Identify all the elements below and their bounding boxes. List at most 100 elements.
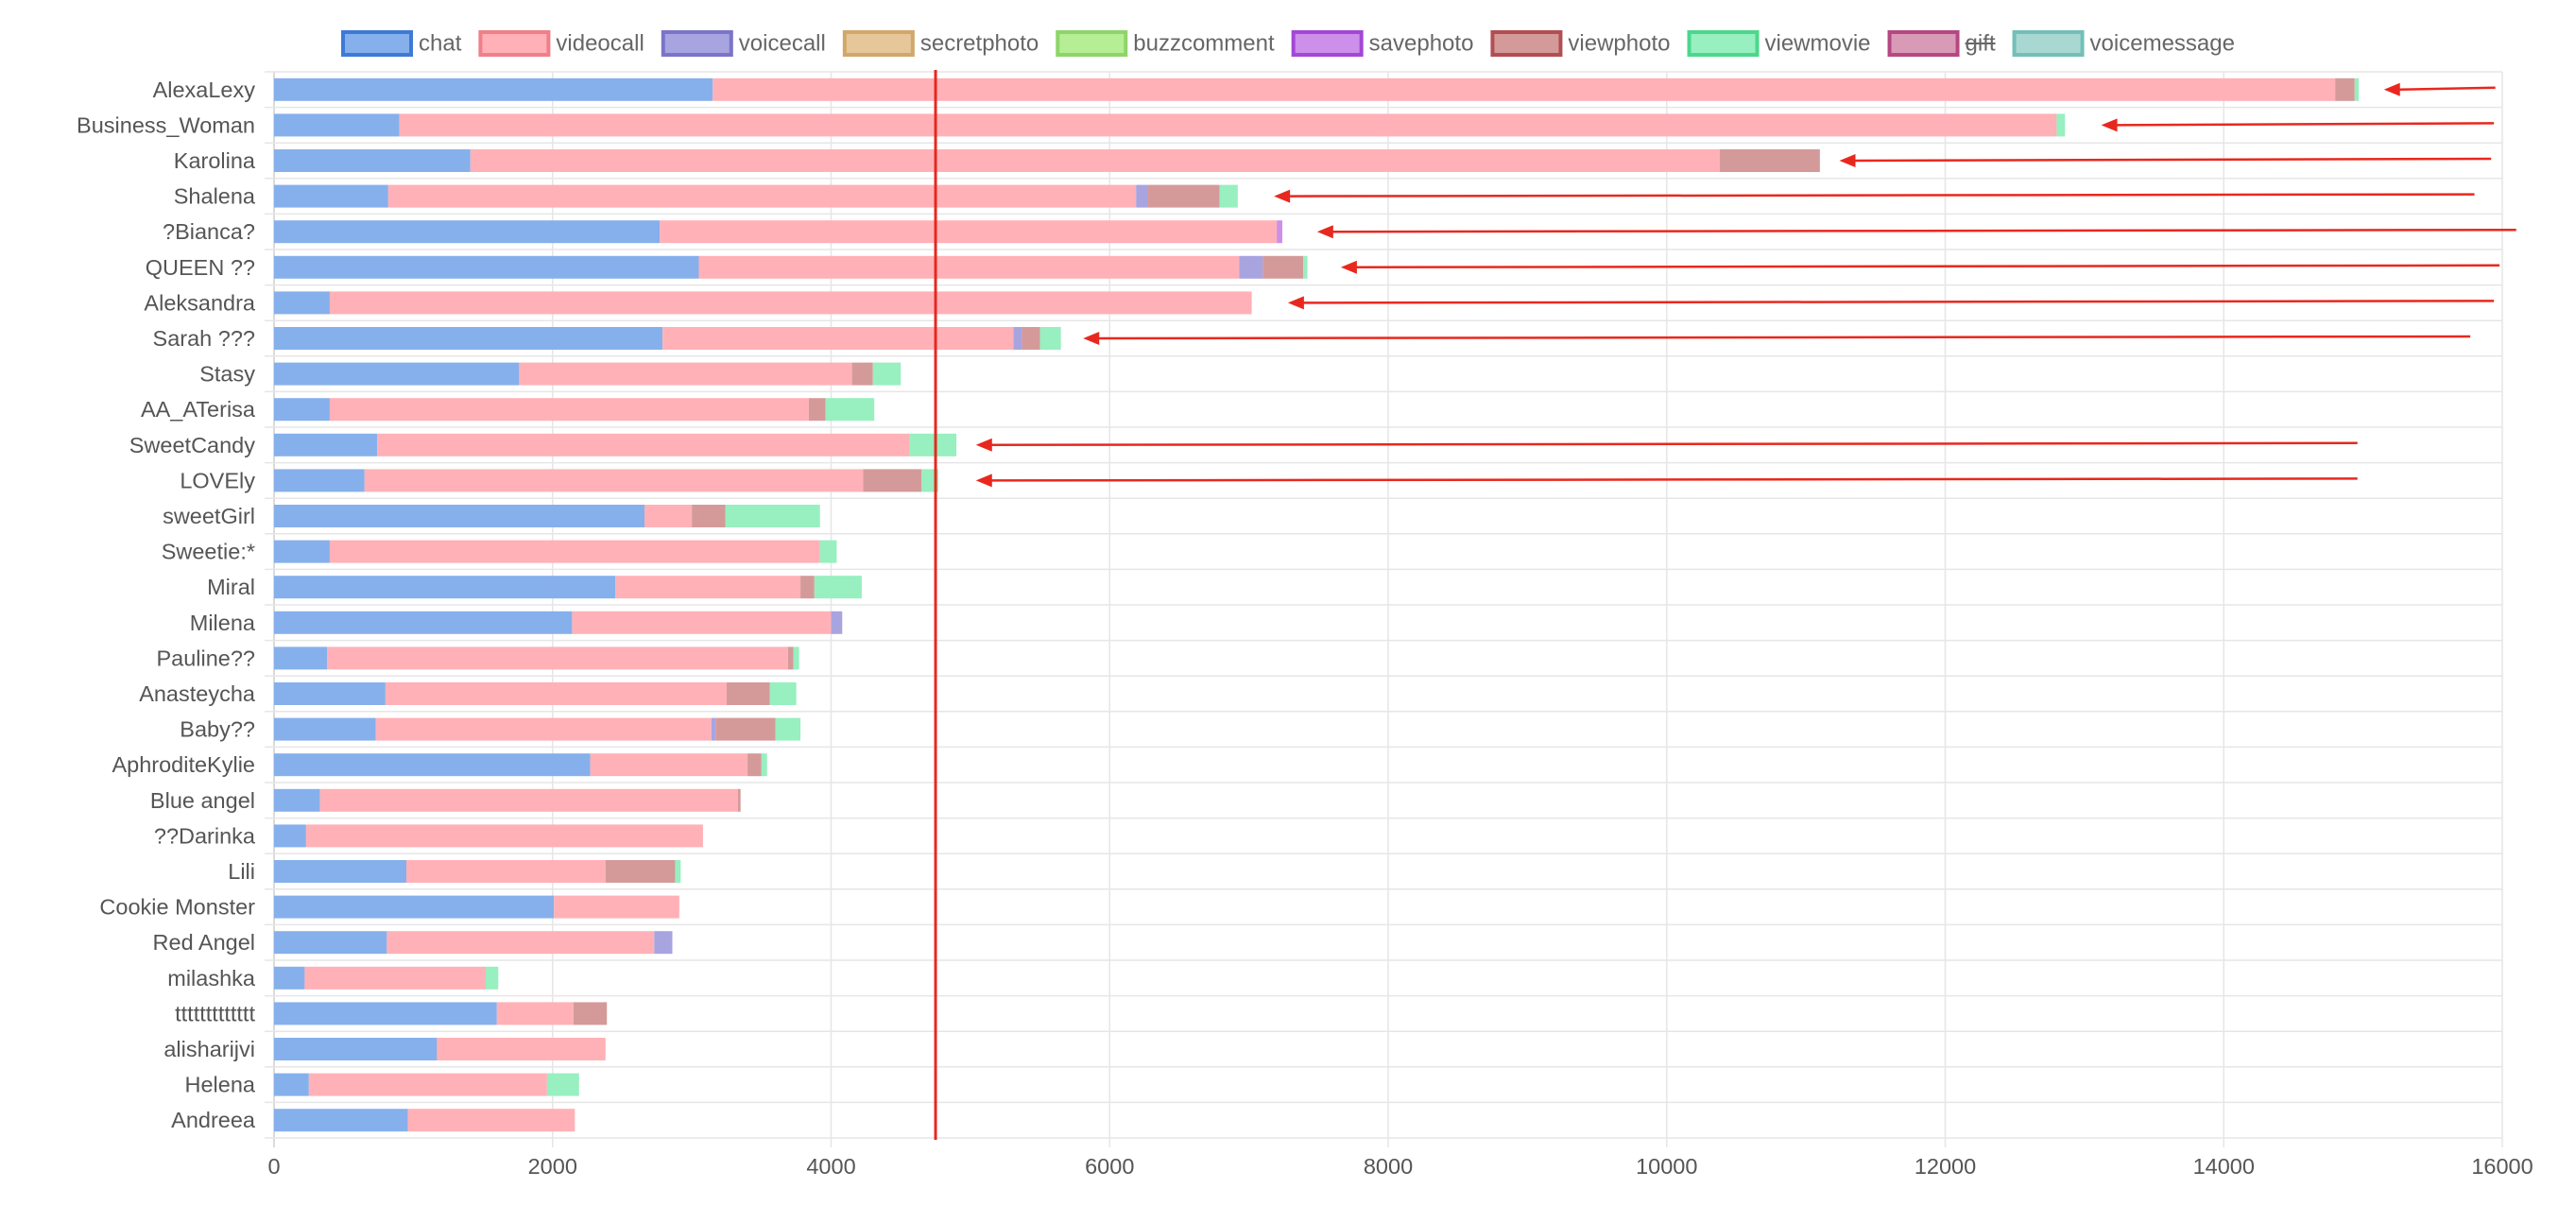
legend-item-buzzcomment[interactable]: buzzcomment: [1056, 30, 1275, 57]
legend-item-viewmovie[interactable]: viewmovie: [1687, 30, 1871, 57]
legend-item-viewphoto[interactable]: viewphoto: [1490, 30, 1671, 57]
bar-segment-videocall[interactable]: [496, 1002, 574, 1025]
bar-segment-viewphoto[interactable]: [573, 1002, 608, 1025]
legend-item-savephoto[interactable]: savephoto: [1291, 30, 1474, 57]
legend-item-videocall[interactable]: videocall: [478, 30, 644, 57]
bar-segment-viewphoto[interactable]: [1147, 184, 1220, 208]
bar-segment-videocall[interactable]: [308, 1073, 547, 1096]
bar-segment-viewphoto[interactable]: [800, 576, 815, 599]
bar-segment-viewphoto[interactable]: [1262, 255, 1304, 279]
bar-segment-videocall[interactable]: [329, 291, 1252, 315]
bar-segment-voicecall[interactable]: [1013, 327, 1022, 350]
bar-segment-videocall[interactable]: [385, 682, 727, 705]
bar-segment-videocall[interactable]: [406, 860, 606, 883]
legend-item-chat[interactable]: chat: [341, 30, 462, 57]
bar-segment-viewmovie[interactable]: [761, 753, 767, 777]
bar-segment-viewmovie[interactable]: [769, 682, 797, 705]
bar-segment-voicecall[interactable]: [831, 611, 843, 634]
bar-segment-viewphoto[interactable]: [605, 860, 676, 883]
bar-segment-viewphoto[interactable]: [863, 469, 922, 492]
bar-segment-videocall[interactable]: [660, 220, 1278, 244]
bar-segment-chat[interactable]: [274, 753, 591, 777]
bar-segment-viewmovie[interactable]: [793, 646, 799, 670]
bar-segment-chat[interactable]: [274, 824, 306, 848]
bar-segment-videocall[interactable]: [713, 78, 2336, 101]
bar-segment-chat[interactable]: [274, 860, 407, 883]
bar-segment-chat[interactable]: [274, 469, 365, 492]
bar-segment-videocall[interactable]: [590, 753, 748, 777]
bar-segment-chat[interactable]: [274, 1073, 309, 1096]
bar-segment-chat[interactable]: [274, 255, 699, 279]
bar-segment-videocall[interactable]: [304, 966, 487, 990]
bar-segment-viewmovie[interactable]: [775, 717, 801, 741]
bar-segment-viewmovie[interactable]: [819, 540, 837, 563]
bar-segment-chat[interactable]: [274, 540, 330, 563]
bar-segment-chat[interactable]: [274, 1038, 438, 1060]
bar-segment-voicecall[interactable]: [654, 931, 673, 955]
bar-segment-videocall[interactable]: [662, 327, 1014, 350]
bar-segment-viewmovie[interactable]: [814, 576, 862, 599]
bar-segment-videocall[interactable]: [470, 149, 1720, 172]
bar-segment-voicecall[interactable]: [1239, 255, 1263, 279]
bar-segment-savephoto[interactable]: [1277, 220, 1282, 244]
bar-segment-videocall[interactable]: [386, 931, 655, 955]
bar-segment-videocall[interactable]: [305, 824, 703, 848]
bar-segment-voicecall[interactable]: [1136, 184, 1148, 208]
bar-segment-chat[interactable]: [274, 717, 376, 741]
bar-segment-chat[interactable]: [274, 576, 616, 599]
bar-segment-viewmovie[interactable]: [909, 433, 957, 456]
bar-segment-chat[interactable]: [274, 931, 387, 955]
bar-segment-chat[interactable]: [274, 895, 555, 919]
legend-item-secretphoto[interactable]: secretphoto: [842, 30, 1039, 57]
bar-segment-viewphoto[interactable]: [726, 682, 770, 705]
bar-segment-chat[interactable]: [274, 398, 330, 422]
bar-segment-chat[interactable]: [274, 611, 573, 634]
bar-segment-videocall[interactable]: [329, 398, 809, 422]
bar-segment-viewphoto[interactable]: [2335, 78, 2355, 101]
bar-segment-videocall[interactable]: [399, 113, 2057, 137]
bar-segment-chat[interactable]: [274, 220, 661, 244]
legend-item-voicemessage[interactable]: voicemessage: [2012, 30, 2235, 57]
bar-segment-voicecall[interactable]: [711, 717, 716, 741]
bar-segment-viewmovie[interactable]: [872, 362, 902, 386]
bar-segment-viewmovie[interactable]: [1303, 255, 1308, 279]
bar-segment-chat[interactable]: [274, 184, 388, 208]
bar-segment-videocall[interactable]: [644, 505, 693, 527]
bar-segment-viewphoto[interactable]: [1022, 327, 1040, 350]
bar-segment-viewphoto[interactable]: [851, 362, 873, 386]
bar-segment-viewmovie[interactable]: [2056, 113, 2066, 137]
bar-segment-videocall[interactable]: [319, 788, 738, 812]
bar-segment-chat[interactable]: [274, 966, 305, 990]
bar-segment-chat[interactable]: [274, 646, 328, 670]
bar-segment-viewmovie[interactable]: [1039, 327, 1061, 350]
bar-segment-viewphoto[interactable]: [715, 717, 776, 741]
bar-segment-videocall[interactable]: [364, 469, 864, 492]
bar-segment-videocall[interactable]: [329, 540, 820, 563]
bar-segment-chat[interactable]: [274, 682, 386, 705]
bar-segment-videocall[interactable]: [519, 362, 852, 386]
bar-segment-viewphoto[interactable]: [1719, 149, 1820, 172]
legend-item-voicecall[interactable]: voicecall: [661, 30, 826, 57]
bar-segment-viewphoto[interactable]: [747, 753, 762, 777]
bar-segment-chat[interactable]: [274, 327, 663, 350]
bar-segment-chat[interactable]: [274, 78, 713, 101]
bar-segment-videocall[interactable]: [437, 1038, 606, 1060]
bar-segment-videocall[interactable]: [698, 255, 1240, 279]
bar-segment-viewphoto[interactable]: [787, 646, 794, 670]
bar-segment-viewphoto[interactable]: [737, 788, 741, 812]
bar-segment-viewphoto[interactable]: [808, 398, 826, 422]
legend[interactable]: chat videocall voicecall secretphoto buzzcom…: [341, 30, 2235, 57]
bar-segment-videocall[interactable]: [327, 646, 788, 670]
bar-segment-viewmovie[interactable]: [825, 398, 875, 422]
bar-segment-chat[interactable]: [274, 291, 330, 315]
bar-segment-viewmovie[interactable]: [486, 966, 499, 990]
bar-segment-videocall[interactable]: [377, 433, 910, 456]
bar-segment-chat[interactable]: [274, 149, 471, 172]
bar-segment-videocall[interactable]: [615, 576, 801, 599]
bar-segment-chat[interactable]: [274, 505, 645, 527]
bar-segment-videocall[interactable]: [407, 1109, 575, 1132]
bar-segment-viewmovie[interactable]: [675, 860, 681, 883]
bar-segment-chat[interactable]: [274, 433, 378, 456]
bar-segment-chat[interactable]: [274, 1002, 497, 1025]
legend-item-gift[interactable]: gift: [1887, 30, 1996, 57]
